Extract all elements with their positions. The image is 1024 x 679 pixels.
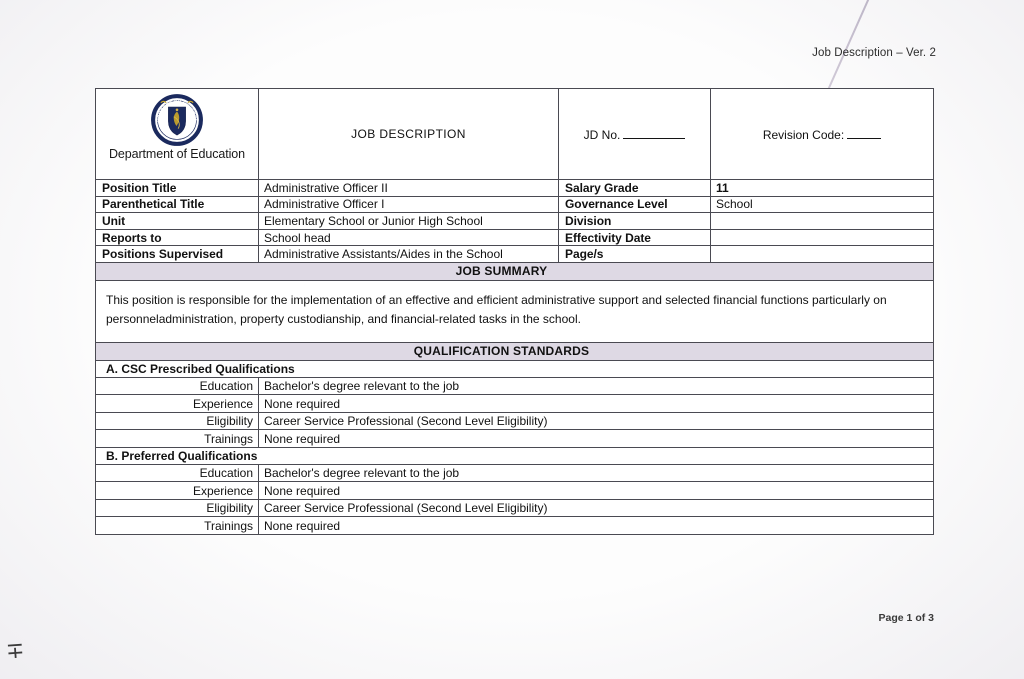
info-value: Administrative Assistants/Aides in the S…: [258, 245, 559, 263]
qualification-label: Education: [95, 463, 259, 483]
scan-artifact-mark: ∓: [5, 637, 26, 664]
info-right-label: Salary Grade: [558, 179, 711, 197]
info-label: Reports to: [95, 228, 259, 247]
info-row: Position Title Administrative Officer II S…: [95, 179, 934, 197]
deped-logo-cell: KAGAWARAN NG EDUKASYON REPUBLIKA NG PILI…: [95, 88, 259, 180]
qualification-row: Education Bachelor's degree relevant to t…: [95, 463, 934, 483]
page-number-footer: Page 1 of 3: [878, 612, 934, 624]
qualification-row: Eligibility Career Service Professional (…: [95, 498, 934, 518]
info-row: Reports to School head Effectivity Date: [95, 228, 934, 247]
qualification-row: Experience None required: [95, 481, 934, 500]
qualification-label: Eligibility: [95, 498, 259, 518]
qualification-value: Career Service Professional (Second Leve…: [258, 411, 934, 431]
info-right-label: Division: [558, 212, 711, 230]
job-summary-banner: JOB SUMMARY: [95, 261, 934, 281]
info-right-value: [710, 212, 934, 230]
info-right-label: Page/s: [558, 245, 711, 263]
qualification-group-heading-row: A. CSC Prescribed Qualifications: [95, 359, 934, 378]
qualification-value: None required: [258, 481, 934, 500]
info-value: Administrative Officer I: [258, 195, 559, 214]
qualification-row: Experience None required: [95, 394, 934, 413]
info-row: Unit Elementary School or Junior High Sch…: [95, 212, 934, 230]
info-row: Parenthetical Title Administrative Office…: [95, 195, 934, 214]
qualification-label: Eligibility: [95, 411, 259, 431]
info-value: Elementary School or Junior High School: [258, 212, 559, 230]
qualification-label: Education: [95, 376, 259, 396]
qualification-group-heading: B. Preferred Qualifications: [95, 446, 934, 465]
qualification-value: Bachelor's degree relevant to the job: [258, 463, 934, 483]
qualification-value: Bachelor's degree relevant to the job: [258, 376, 934, 396]
info-right-value: [710, 245, 934, 263]
qualification-standards-banner: QUALIFICATION STANDARDS: [95, 341, 934, 361]
job-description-table: KAGAWARAN NG EDUKASYON REPUBLIKA NG PILI…: [95, 88, 934, 535]
info-label: Unit: [95, 212, 259, 230]
qualification-label: Experience: [95, 481, 259, 500]
jd-number-blank[interactable]: [623, 127, 686, 139]
jd-number-label: JD No.: [583, 127, 621, 142]
qualification-value: None required: [258, 429, 934, 448]
jd-number-field: JD No.: [558, 88, 711, 180]
info-value: School head: [258, 228, 559, 247]
revision-code-blank[interactable]: [847, 127, 882, 139]
qualification-row: Trainings None required: [95, 516, 934, 535]
qualification-label: Trainings: [95, 429, 259, 448]
qualification-value: None required: [258, 394, 934, 413]
job-summary-text: This position is responsible for the imp…: [95, 279, 934, 343]
qualification-label: Trainings: [95, 516, 259, 535]
qualification-label: Experience: [95, 394, 259, 413]
info-right-value: 11: [710, 179, 934, 197]
info-right-value: [710, 228, 934, 247]
info-label: Position Title: [95, 179, 259, 197]
job-summary-row: This position is responsible for the imp…: [95, 279, 934, 343]
qualification-value: Career Service Professional (Second Leve…: [258, 498, 934, 518]
document-title: JOB DESCRIPTION: [258, 88, 559, 180]
info-right-label: Governance Level: [558, 195, 711, 214]
qualification-row: Trainings None required: [95, 429, 934, 448]
info-label: Parenthetical Title: [95, 195, 259, 214]
info-right-value: School: [710, 195, 934, 214]
info-row: Positions Supervised Administrative Assis…: [95, 245, 934, 263]
qualification-group-heading-row: B. Preferred Qualifications: [95, 446, 934, 465]
qualification-row: Education Bachelor's degree relevant to t…: [95, 376, 934, 396]
deped-seal-icon: KAGAWARAN NG EDUKASYON REPUBLIKA NG PILI…: [150, 93, 203, 146]
agency-name: Department of Education: [109, 147, 245, 161]
revision-code-field: Revision Code:: [710, 88, 934, 180]
info-right-label: Effectivity Date: [558, 228, 711, 247]
job-summary-banner-row: JOB SUMMARY: [95, 261, 934, 281]
document-version-header: Job Description – Ver. 2: [812, 47, 936, 59]
qualification-banner-row: QUALIFICATION STANDARDS: [95, 341, 934, 361]
qualification-value: None required: [258, 516, 934, 535]
qualification-group-heading: A. CSC Prescribed Qualifications: [95, 359, 934, 378]
info-value: Administrative Officer II: [258, 179, 559, 197]
qualification-row: Eligibility Career Service Professional (…: [95, 411, 934, 431]
revision-code-label: Revision Code:: [762, 127, 845, 142]
info-label: Positions Supervised: [95, 245, 259, 263]
masthead-row: KAGAWARAN NG EDUKASYON REPUBLIKA NG PILI…: [95, 88, 934, 180]
